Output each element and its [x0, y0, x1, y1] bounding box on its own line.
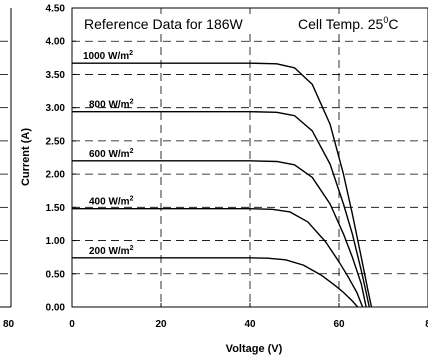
irradiance-label: 800 W/m2 [89, 99, 134, 111]
iv-curve-line [72, 257, 359, 308]
left-x-tick-label: 80 [3, 319, 15, 330]
x-tick-label: 40 [244, 319, 256, 330]
y-tick-label: 0.50 [46, 269, 66, 280]
iv-curve-line [72, 110, 370, 308]
annotation-background [74, 14, 424, 34]
iv-curve-line [72, 62, 373, 308]
x-axis: 0 20 40 60 8 [69, 303, 428, 330]
y-tick-label: 1.50 [46, 203, 66, 214]
irradiance-label: 400 W/m2 [89, 196, 134, 208]
reference-data-annotation: Reference Data for 186W [84, 16, 244, 32]
irradiance-label: 1000 W/m2 [83, 50, 133, 62]
curves [72, 62, 373, 308]
irradiance-label: 600 W/m2 [89, 148, 134, 160]
y-axis: 0.00 0.50 1.00 1.50 2.00 2.50 3.00 3.50 4.00 4.50 [46, 4, 76, 314]
x-tick-label: 20 [155, 319, 167, 330]
y-tick-label: 1.00 [46, 236, 66, 247]
irradiance-label: 200 W/m2 [89, 245, 134, 257]
iv-curve-line [72, 207, 364, 308]
y-tick-label: 4.00 [46, 37, 66, 48]
irradiance-labels: 1000 W/m2 800 W/m2 600 W/m2 400 W/m2 200 W/m… [83, 50, 134, 257]
x-tick-label: 0 [69, 319, 75, 330]
x-axis-title: Voltage (V) [226, 343, 283, 355]
cell-temp-annotation: Cell Temp. 250C [298, 15, 398, 32]
y-tick-label: 2.50 [46, 136, 66, 147]
x-tick-label: 8 [425, 319, 428, 330]
iv-curve-line [72, 160, 367, 308]
x-tick-label: 60 [333, 319, 345, 330]
y-tick-label: 4.50 [46, 4, 66, 15]
y-tick-label: 3.50 [46, 70, 66, 81]
y-tick-label: 3.00 [46, 103, 66, 114]
y-tick-label: 0.00 [46, 303, 66, 314]
left-partial-chart: 80 [0, 8, 15, 330]
main-chart: 0.00 0.50 1.00 1.50 2.00 2.50 3.00 3.50 4.00 4.50… [20, 4, 428, 355]
y-axis-title: Current (A) [20, 128, 32, 186]
y-tick-label: 2.00 [46, 170, 66, 181]
